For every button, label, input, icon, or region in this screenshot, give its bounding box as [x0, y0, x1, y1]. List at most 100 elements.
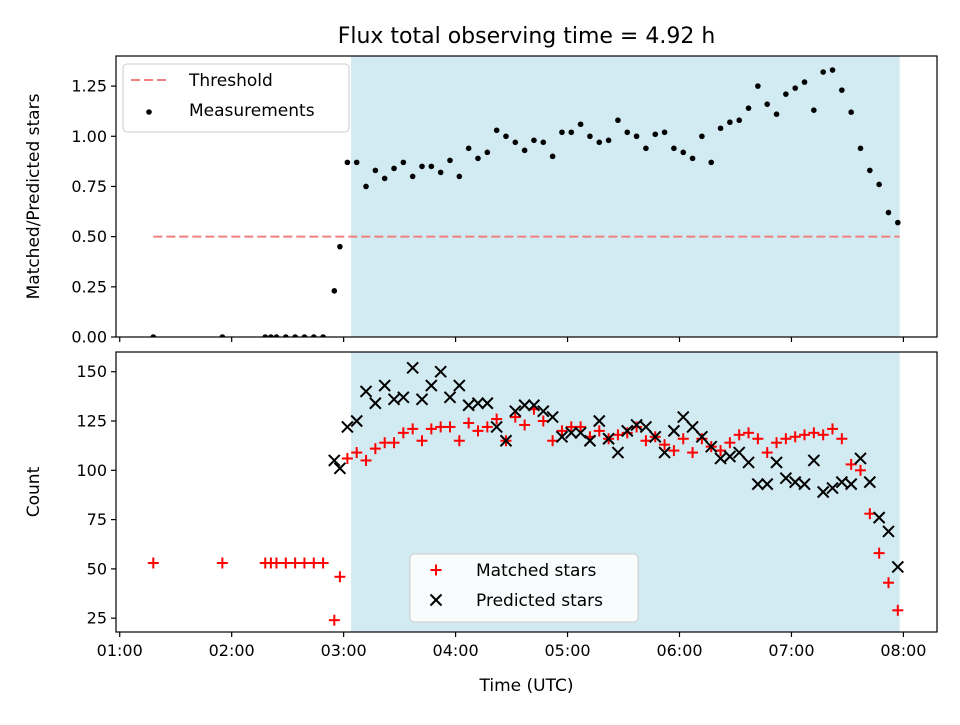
data-point — [811, 107, 817, 113]
data-point — [537, 404, 550, 418]
data-point — [559, 129, 565, 136]
data-point — [745, 105, 752, 111]
data-point — [499, 434, 513, 447]
data-point — [150, 334, 157, 337]
legend-label: Predicted stars — [476, 591, 603, 611]
data-point — [280, 557, 292, 569]
data-point — [512, 139, 519, 146]
data-point — [359, 385, 373, 398]
data-point — [649, 430, 662, 443]
data-point — [270, 557, 282, 569]
data-point — [435, 421, 447, 433]
data-point — [453, 379, 466, 392]
data-point — [379, 437, 391, 449]
data-point — [751, 477, 765, 491]
data-point — [372, 167, 379, 174]
data-point — [668, 445, 680, 457]
data-point — [857, 145, 864, 152]
data-point — [882, 577, 894, 589]
data-point — [696, 433, 708, 445]
data-point — [844, 477, 858, 491]
data-point — [341, 452, 353, 464]
data-point — [723, 450, 737, 463]
data-point — [677, 433, 689, 445]
data-point — [434, 365, 447, 378]
data-point — [631, 421, 643, 433]
legend: Matched stars Predicted stars — [409, 553, 639, 623]
data-point — [409, 173, 416, 180]
data-point — [273, 334, 280, 337]
x-axis-label: Time (UTC) — [479, 676, 574, 696]
data-point — [415, 393, 429, 406]
data-point — [624, 129, 631, 136]
data-point — [381, 175, 388, 182]
data-point — [388, 437, 400, 449]
data-point — [780, 433, 792, 445]
data-point — [808, 427, 820, 439]
data-point — [298, 557, 310, 569]
data-point — [760, 477, 774, 491]
series-predicted-stars — [328, 361, 905, 574]
data-point — [755, 83, 761, 89]
data-point — [621, 424, 634, 438]
data-point — [820, 69, 826, 75]
data-point — [555, 430, 569, 443]
data-point — [867, 167, 873, 174]
y-axis-label: Count — [24, 466, 44, 517]
data-point — [671, 145, 677, 152]
data-point — [565, 426, 578, 440]
data-point — [770, 456, 783, 469]
data-point — [854, 452, 867, 465]
observing-window-shade — [351, 56, 900, 337]
series-measurements — [150, 67, 901, 337]
data-point — [583, 434, 597, 447]
data-point — [724, 437, 736, 449]
data-point — [397, 391, 410, 404]
data-point — [391, 165, 397, 172]
data-point — [602, 432, 615, 445]
top-panel: 0.00 0.25 0.50 0.75 1.00 1.25 Matched/Predicte… — [24, 24, 938, 347]
data-point — [827, 423, 839, 435]
data-point — [378, 379, 391, 392]
data-point — [799, 429, 811, 441]
data-point — [807, 454, 821, 467]
data-point — [742, 456, 755, 469]
data-point — [537, 415, 549, 427]
data-point — [829, 67, 836, 73]
data-point — [667, 424, 681, 438]
y-tick-label: 0.50 — [71, 227, 107, 246]
data-point — [503, 133, 509, 140]
y-tick-label: 125 — [76, 412, 107, 431]
data-point — [686, 420, 699, 434]
data-point — [333, 462, 347, 475]
data-point — [397, 427, 409, 439]
data-point — [328, 454, 341, 467]
plot-area — [150, 67, 901, 337]
plot-area — [147, 361, 905, 626]
data-point — [864, 508, 876, 520]
data-point — [301, 334, 308, 337]
data-point — [615, 117, 621, 124]
data-point — [699, 133, 705, 140]
data-point — [292, 334, 298, 337]
data-point — [593, 425, 605, 437]
data-point — [892, 604, 904, 616]
data-point — [462, 399, 475, 412]
data-point — [444, 421, 456, 433]
y-tick-label: 100 — [76, 461, 107, 480]
data-point — [630, 418, 643, 432]
data-point — [605, 137, 612, 144]
data-point — [337, 243, 343, 250]
x-tick-label: 05:00 — [544, 641, 590, 660]
data-point — [490, 420, 503, 434]
data-point — [547, 435, 559, 447]
data-point — [816, 485, 830, 499]
data-point — [262, 334, 269, 337]
y-tick-label: 0.00 — [71, 328, 107, 347]
data-point — [289, 557, 301, 569]
data-point — [835, 475, 849, 489]
data-point — [521, 147, 528, 154]
data-point — [715, 445, 727, 457]
data-point — [826, 481, 839, 495]
